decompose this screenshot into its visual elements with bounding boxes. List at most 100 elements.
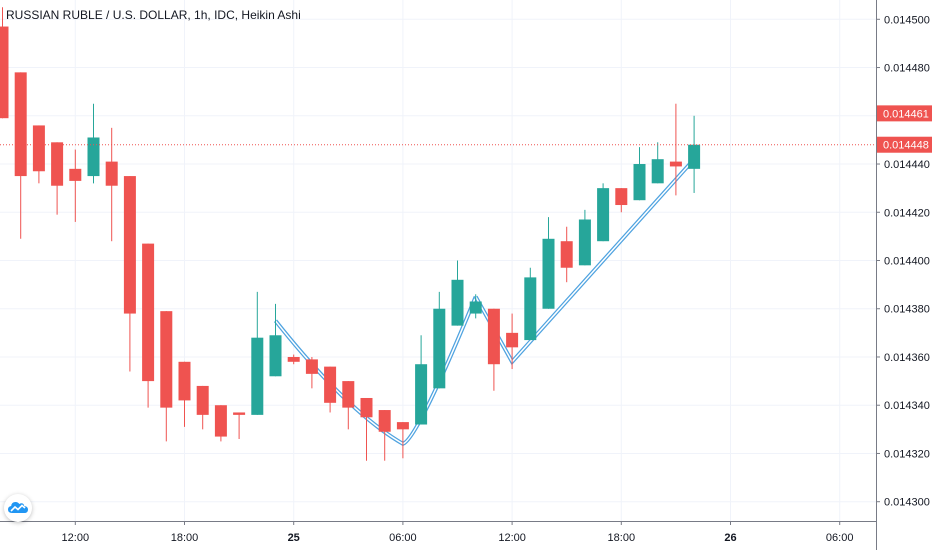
candle-body [597,188,610,242]
candle[interactable] [669,103,682,196]
candle-body [251,337,264,415]
price-tag-label: 0.014448 [883,140,929,152]
y-tick-label: 0.014300 [884,497,930,509]
cloud-icon [8,502,28,513]
candle-body [287,356,300,362]
y-tick-label: 0.014500 [884,14,930,26]
candle-body [142,243,155,382]
candle-body [560,241,573,268]
x-axis-ticks[interactable]: 12:00 18:00 25 06:00 12:00 18:00 26 06:00 [62,521,854,544]
candle[interactable] [269,303,282,377]
candle[interactable] [69,149,82,222]
candle[interactable] [160,311,173,442]
candle-body [415,364,428,425]
candle-body [160,311,173,408]
candle[interactable] [342,381,355,430]
y-tick-label: 0.014360 [884,352,930,364]
candle[interactable] [360,397,373,461]
tradingview-logo[interactable] [4,494,32,522]
y-tick-label: 0.014400 [884,256,930,268]
price-tag-bg [877,136,932,153]
candle-body [32,125,45,172]
candle-body [688,144,701,169]
candle-body [233,412,246,415]
candle-body [615,188,628,206]
price-tag-label: 0.014461 [883,108,929,120]
candle[interactable] [324,366,337,413]
candle-body [51,142,64,186]
candle-body [378,410,391,432]
candle-body [451,279,464,326]
candle[interactable] [305,356,318,389]
candle[interactable] [433,291,446,389]
candle-body [433,308,446,389]
pattern-lines [273,157,696,446]
candle[interactable] [578,209,591,266]
y-tick-label: 0.014440 [884,159,930,171]
candle-body [196,385,209,415]
candle-body [360,397,373,418]
price-tag-bg [877,105,932,122]
candle[interactable] [196,385,209,430]
price-tag: 0.014448 [877,136,932,153]
x-tick-label: 06:00 [389,532,417,544]
candle-body [487,308,500,365]
candle[interactable] [615,188,628,213]
candle-body [69,168,82,181]
candle[interactable] [415,335,428,425]
price-tag: 0.014461 [877,105,932,122]
candle[interactable] [451,260,464,326]
candle[interactable] [487,308,500,391]
y-tick-label: 0.014480 [884,63,930,75]
candle[interactable] [51,142,64,215]
candle-body [396,422,409,430]
candle[interactable] [214,405,227,442]
candles[interactable] [0,7,701,461]
candle[interactable] [178,361,191,427]
candle[interactable] [233,412,246,439]
candle[interactable] [633,147,646,201]
candle-body [0,26,9,119]
candle[interactable] [560,226,573,283]
candle[interactable] [396,422,409,459]
candle-body [269,335,282,377]
candle-body [578,219,591,266]
candle[interactable] [287,354,300,365]
candle-body [506,332,519,348]
x-tick-label: 06:00 [826,532,854,544]
candle[interactable] [105,127,118,242]
candle[interactable] [14,72,27,239]
candle-body [178,361,191,401]
candle[interactable] [524,267,537,341]
candle[interactable] [469,294,482,319]
candle-body [524,277,537,341]
price-tags: 0.014461 0.014448 [877,105,932,153]
candle[interactable] [542,217,555,309]
y-tick-label: 0.014380 [884,304,930,316]
candle[interactable] [651,142,664,184]
y-tick-label: 0.014340 [884,400,930,412]
candle[interactable] [32,125,45,184]
y-axis-ticks[interactable]: 0.014500 0.014480 0.014461 0.014440 0.014420… [876,14,930,509]
candle[interactable] [87,103,100,184]
candle[interactable] [0,7,9,119]
candle-body [105,161,118,186]
candle[interactable] [378,410,391,461]
candle[interactable] [251,291,264,415]
x-tick-label: 18:00 [171,532,199,544]
candle-body [14,72,27,177]
x-tick-label: 12:00 [498,532,526,544]
candle-body [214,405,227,437]
candle[interactable] [506,313,519,370]
candle[interactable] [142,243,155,408]
candle[interactable] [597,183,610,242]
x-tick-label: 18:00 [608,532,636,544]
candle-body [305,359,318,374]
x-tick-label: 25 [288,532,300,544]
y-tick-label: 0.014320 [884,448,930,460]
x-tick-label: 26 [724,532,736,544]
candle[interactable] [123,176,136,372]
y-tick-label: 0.014420 [884,207,930,219]
candle[interactable] [688,115,701,193]
